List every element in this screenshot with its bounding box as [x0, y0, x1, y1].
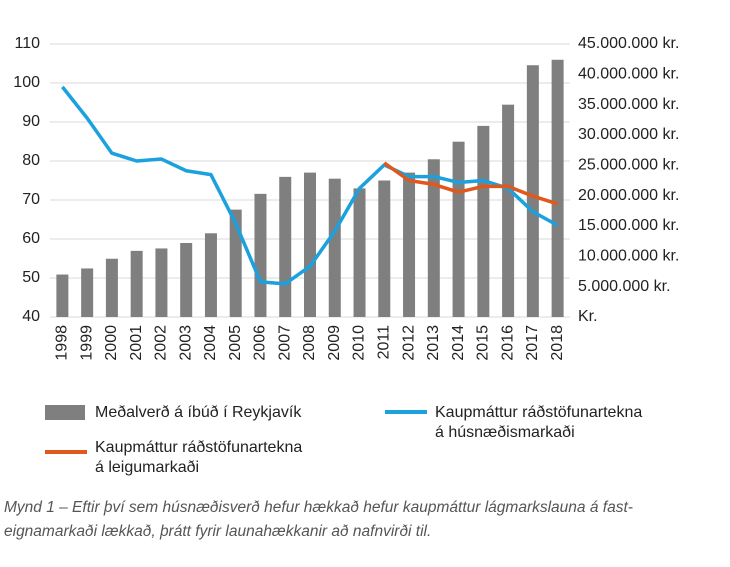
bar: [130, 250, 143, 317]
x-tick-label: 2016: [499, 325, 516, 361]
legend-label: Kaupmáttur ráðstöfunartekna á húsnæðisma…: [435, 404, 643, 441]
bar: [551, 59, 564, 317]
x-tick-label: 2004: [202, 325, 219, 361]
x-tick-label: 2000: [103, 325, 120, 361]
x-tick-label: 2015: [475, 325, 492, 361]
bar: [229, 209, 242, 317]
x-tick-label: 2009: [326, 325, 343, 361]
bar: [180, 242, 193, 317]
y-tick-label: 50: [22, 269, 40, 286]
x-tick-label: 1999: [78, 325, 95, 361]
x-tick-label: 2010: [351, 325, 368, 361]
x-tick-label: 2006: [252, 325, 269, 361]
legend-swatch: [45, 450, 87, 454]
y2-tick-label: 25.000.000 kr.: [578, 157, 679, 174]
x-tick-label: 2014: [450, 325, 467, 361]
x-tick-label: 2001: [128, 325, 145, 361]
bar: [452, 141, 465, 317]
y-tick-label: 80: [22, 152, 40, 169]
y2-tick-label: 5.000.000 kr.: [578, 278, 671, 295]
y2-tick-label: 30.000.000 kr.: [578, 126, 679, 143]
bar: [81, 268, 94, 317]
x-tick-label: 2003: [177, 325, 194, 361]
bar: [477, 125, 490, 318]
x-tick-label: 2013: [425, 325, 442, 361]
legend-label: Meðalverð á íbúð í Reykjavík: [95, 404, 302, 421]
y2-tick-label: 40.000.000 kr.: [578, 66, 679, 83]
y-tick-label: 40: [22, 308, 40, 325]
y-tick-label: 110: [14, 35, 40, 52]
bar: [155, 248, 168, 317]
bar: [304, 172, 316, 317]
y2-tick-label: 35.000.000 kr.: [578, 96, 679, 113]
x-tick-label: 2002: [153, 325, 170, 361]
bar: [526, 65, 539, 317]
legend-swatch: [45, 405, 85, 420]
x-tick-label: 2012: [400, 325, 417, 361]
y2-tick-label: Kr.: [578, 308, 598, 325]
legend-swatch: [385, 410, 427, 414]
bar: [279, 176, 292, 317]
caption: Mynd 1 – Eftir því sem húsnæðisverð hefu…: [4, 499, 633, 540]
line: [61, 85, 559, 286]
bar: [378, 180, 391, 317]
y-tick-label: 60: [22, 230, 40, 247]
y2-tick-label: 45.000.000 kr.: [578, 35, 679, 52]
y2-tick-label: 10.000.000 kr.: [578, 248, 679, 265]
bar: [254, 193, 267, 317]
x-tick-label: 1998: [54, 325, 71, 361]
y2-tick-label: 15.000.000 kr.: [578, 217, 679, 234]
bar: [105, 258, 118, 317]
x-tick-label: 2018: [549, 325, 566, 361]
bar: [204, 233, 217, 317]
y2-tick-label: 20.000.000 kr.: [578, 187, 679, 204]
bar: [56, 274, 69, 317]
legend-label: Kaupmáttur ráðstöfunartekna á leigumarka…: [95, 439, 303, 476]
y-tick-label: 100: [13, 74, 40, 91]
bar: [502, 104, 515, 318]
bar: [353, 188, 366, 317]
x-tick-label: 2005: [227, 325, 244, 361]
x-tick-label: 2007: [276, 325, 293, 361]
x-tick-label: 2017: [524, 325, 541, 361]
y-tick-label: 90: [22, 113, 40, 130]
bar: [403, 172, 416, 317]
chart: 40 50 60 70 80 90 100 110 Kr. 5.000.000 kr. 10.000…: [13, 35, 679, 361]
x-tick-label: 2011: [376, 325, 393, 360]
line: [383, 161, 559, 206]
y-tick-label: 70: [22, 191, 40, 208]
bar: [328, 178, 341, 317]
x-tick-label: 2008: [301, 325, 318, 361]
bar: [427, 159, 440, 317]
